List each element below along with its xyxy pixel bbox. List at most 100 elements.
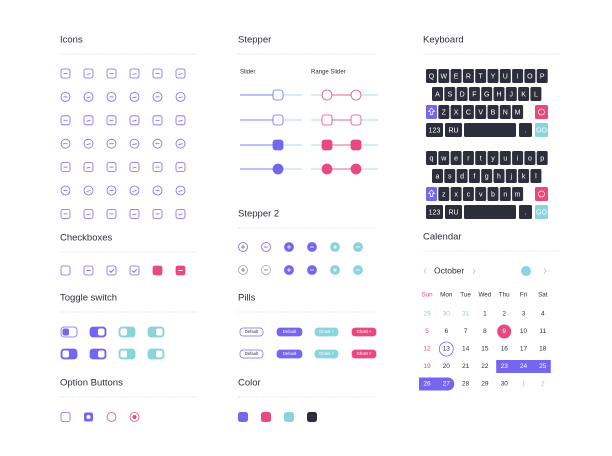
day[interactable]: 3 [522,311,526,318]
day[interactable]: 18 [539,346,547,353]
color-swatch[interactable] [261,412,271,422]
checkbox[interactable] [106,265,117,276]
icon[interactable] [129,115,140,126]
key[interactable] [524,151,536,165]
slider-handle[interactable] [350,163,362,175]
key[interactable] [426,151,437,165]
key[interactable] [512,69,524,83]
key[interactable] [518,87,530,101]
pill[interactable] [351,327,377,337]
key[interactable] [512,151,524,165]
icon[interactable] [60,92,71,102]
key[interactable] [438,105,450,119]
icon[interactable] [129,92,140,102]
icon[interactable] [60,68,71,79]
key[interactable] [450,151,462,165]
icon[interactable] [106,138,117,149]
key[interactable] [481,169,493,183]
day[interactable]: 15 [481,346,489,353]
key[interactable] [432,169,443,183]
checkbox[interactable] [129,265,140,276]
slider-handle[interactable] [350,89,362,101]
key[interactable] [535,187,548,201]
slider-handle[interactable] [272,163,284,175]
icon[interactable] [175,208,186,219]
icon[interactable] [60,138,71,149]
key[interactable] [499,187,511,201]
key[interactable] [438,151,450,165]
day[interactable]: 1 [522,381,526,388]
key[interactable] [426,105,437,119]
day[interactable]: 31 [462,311,470,318]
day[interactable]: 14 [462,346,470,353]
key[interactable] [475,69,487,83]
slider-handle[interactable] [272,139,284,151]
key[interactable] [535,123,548,137]
icon[interactable] [106,162,117,173]
icon[interactable] [83,138,94,149]
icon[interactable] [83,185,94,196]
key[interactable] [464,123,516,137]
slider-handle[interactable] [321,89,333,101]
key[interactable] [518,169,530,183]
pill[interactable] [276,327,303,337]
key[interactable] [450,69,462,83]
slider-handle[interactable] [321,163,333,175]
key[interactable] [487,187,499,201]
icon[interactable] [83,115,94,126]
key[interactable] [468,87,480,101]
key[interactable] [481,87,493,101]
key[interactable] [536,151,548,165]
key[interactable] [487,105,499,119]
icon[interactable] [175,92,186,102]
icon[interactable] [129,185,140,196]
key[interactable] [536,69,548,83]
icon[interactable] [83,162,94,173]
key[interactable] [524,69,536,83]
day[interactable]: 11 [539,328,546,335]
today-button[interactable] [521,266,531,276]
color-swatch[interactable] [284,412,294,422]
key[interactable] [432,87,443,101]
key[interactable] [426,205,443,219]
pill[interactable] [239,327,264,337]
slider-handle[interactable] [321,114,333,126]
key[interactable] [475,187,487,201]
key[interactable] [450,105,462,119]
day[interactable]: 9 [502,328,506,335]
key[interactable] [512,105,524,119]
checkbox[interactable] [152,265,163,276]
radio[interactable] [106,412,117,422]
key[interactable] [462,105,474,119]
slider-handle[interactable] [272,89,284,101]
next-arrow[interactable] [472,268,476,274]
icon[interactable] [175,68,186,79]
key[interactable] [456,169,468,183]
day[interactable]: 21 [462,363,470,370]
key[interactable] [512,187,524,201]
icon[interactable] [83,68,94,79]
slider-handle[interactable] [350,139,362,151]
slider-handle[interactable] [321,139,333,151]
key[interactable] [505,87,517,101]
icon[interactable] [106,68,117,79]
icon[interactable] [106,115,117,126]
day[interactable]: 23 [501,363,509,370]
icon[interactable] [129,162,140,173]
icon[interactable] [83,92,94,102]
key[interactable] [487,69,499,83]
key[interactable] [462,151,474,165]
day[interactable]: 26 [423,381,431,388]
icon[interactable] [129,138,140,149]
key[interactable] [535,105,548,119]
key[interactable] [438,69,450,83]
icon[interactable] [175,162,186,173]
icon[interactable] [152,138,163,149]
slider-handle[interactable] [350,114,362,126]
key[interactable] [445,123,462,137]
key[interactable] [456,87,468,101]
next-arrow[interactable] [543,268,547,274]
day[interactable]: 2 [502,311,506,318]
pill[interactable] [351,349,377,359]
prev-arrow[interactable] [423,268,427,274]
